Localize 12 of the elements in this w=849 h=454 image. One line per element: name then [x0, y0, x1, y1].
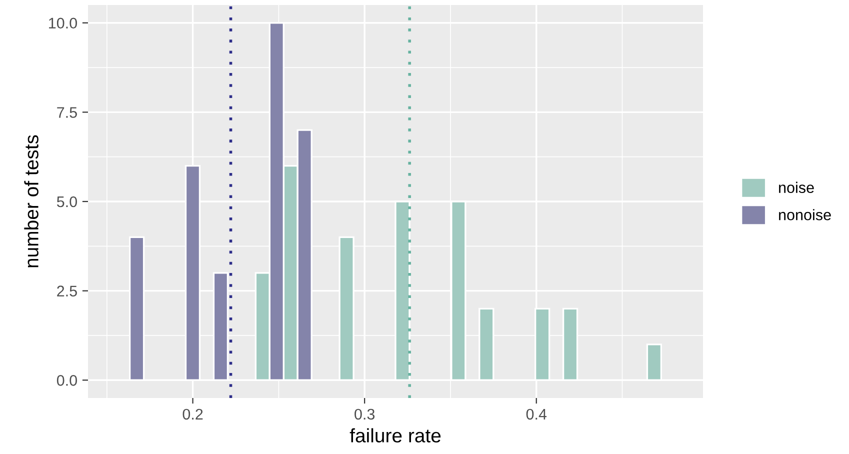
- y-tick-label: 0.0: [56, 375, 77, 386]
- y-axis-title: number of tests: [24, 135, 38, 268]
- y-tick-label: 2.5: [57, 286, 77, 297]
- x-tick-label: 0.3: [354, 408, 375, 420]
- x-axis-title: failure rate: [350, 428, 441, 442]
- y-tick-label: 7.5: [57, 107, 77, 118]
- legend-label: nonoise: [779, 209, 831, 220]
- x-tick-label: 0.4: [526, 408, 547, 420]
- legend-label: noise: [779, 182, 814, 194]
- y-tick-label: 5.0: [56, 196, 77, 208]
- y-tick-label: 10.0: [49, 18, 77, 29]
- x-tick-label: 0.2: [182, 408, 203, 420]
